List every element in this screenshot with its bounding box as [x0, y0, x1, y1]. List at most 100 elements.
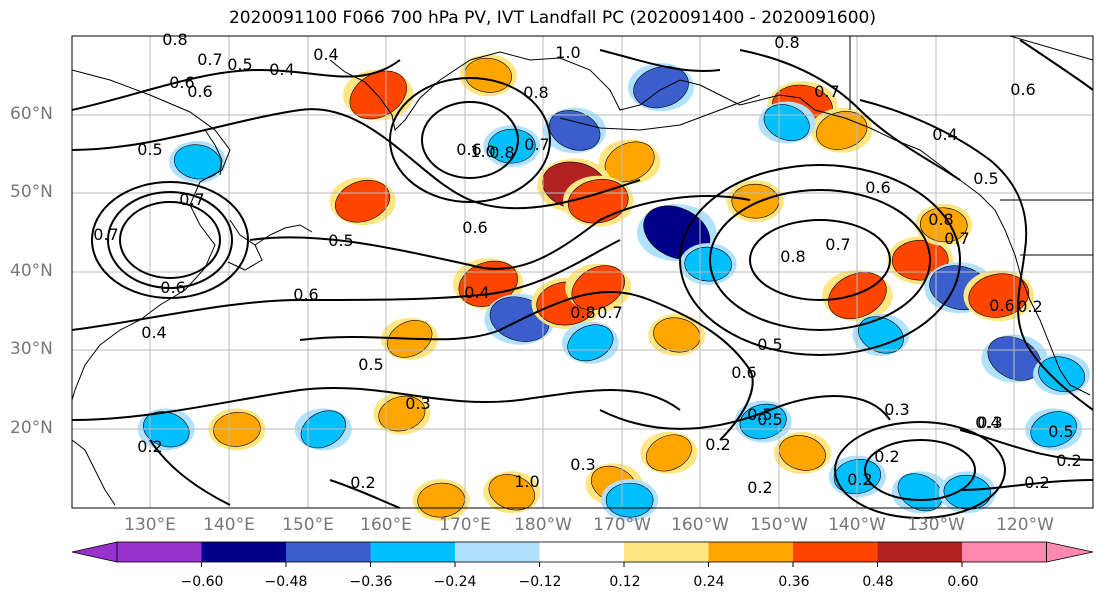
contour-label: 0.6: [456, 140, 481, 159]
contour-label: 0.4: [141, 323, 166, 342]
anomaly-blob: [943, 474, 992, 510]
contour-label: 0.7: [597, 303, 622, 322]
colorbar-segment: [370, 542, 456, 562]
lat-label: 60°N: [10, 104, 53, 124]
contour-label: 0.6: [989, 296, 1014, 315]
contour-label: 0.4: [975, 413, 1000, 432]
lon-label: 120°W: [996, 515, 1054, 535]
anomaly-blob: [548, 110, 601, 151]
contour-label: 0.5: [1048, 422, 1073, 441]
contour-label: 0.6: [160, 278, 185, 297]
lat-label: 40°N: [10, 261, 53, 281]
contour-label: 0.6: [293, 285, 318, 304]
colorbar: [71, 541, 1094, 567]
contour-label: 0.7: [179, 190, 204, 209]
anomaly-blob: [378, 395, 426, 432]
contour-label: 0.2: [747, 478, 772, 497]
contour-label: 0.7: [814, 82, 839, 101]
contour-label: 0.4: [269, 60, 294, 79]
colorbar-segment: [624, 542, 709, 562]
anomaly-blob: [920, 207, 968, 243]
contour-label: 0.2: [350, 473, 375, 492]
anomaly-blob: [633, 66, 689, 109]
contour-label: 0.2: [1024, 473, 1049, 492]
colorbar-segment: [539, 542, 625, 562]
contour-label: 0.2: [1056, 451, 1081, 470]
contour-labels: 0.80.70.60.5 0.40.60.50.71.00.80.70.61.00…: [93, 30, 1081, 497]
colorbar-extend-max: [1046, 541, 1094, 563]
colorbar-tick: 0.12: [609, 574, 641, 590]
colorbar-segment: [201, 542, 287, 562]
contour-label: 0.3: [884, 400, 909, 419]
lon-label: 160°W: [671, 515, 729, 535]
contour-label: 0.8: [523, 83, 548, 102]
lon-label: 170°W: [593, 515, 651, 535]
contour-label: 0.2: [847, 470, 872, 489]
colorbar-tick: 0.24: [693, 574, 725, 590]
anomaly-blob: [349, 70, 407, 120]
colorbar-tick: 0.48: [862, 574, 894, 590]
colorbar-tick: 0.60: [947, 574, 979, 590]
contour-label: 0.3: [570, 455, 595, 474]
anomaly-blob: [1038, 356, 1086, 393]
lon-label: 170°E: [439, 515, 491, 535]
contour-label: 0.7: [197, 50, 222, 69]
anomaly-blob: [335, 179, 391, 223]
contour-label: 0.8: [489, 143, 514, 162]
contour-label: 0.6: [731, 363, 756, 382]
contour-label: 0.8: [570, 303, 595, 322]
lon-label: 130°E: [124, 515, 176, 535]
colorbar-tick: −0.48: [264, 574, 308, 590]
colorbar-segment: [793, 542, 878, 562]
contour-label: 0.5: [747, 405, 772, 424]
contour-label: 0.2: [705, 435, 730, 454]
lat-label: 20°N: [10, 418, 53, 438]
lon-label: 160°E: [360, 515, 412, 535]
colorbar-segment: [877, 542, 963, 562]
lon-label: 130°W: [907, 515, 965, 535]
contour-label: 1.0: [555, 43, 580, 62]
contour-label: 0.8: [780, 247, 805, 266]
anomaly-blob: [897, 473, 943, 512]
pv-contours: [71, 39, 1094, 519]
contour-label: 0.5: [973, 169, 998, 188]
anomaly-blob: [488, 128, 536, 164]
contour-label: 0.7: [825, 235, 850, 254]
contour-label: 0.3: [977, 413, 1002, 432]
contour-label: 0.3: [405, 394, 430, 413]
contour-label: 0.2: [137, 437, 162, 456]
contour-label: 0.4: [464, 283, 489, 302]
anomaly-blob: [571, 265, 625, 311]
colorbar-extend-min: [71, 541, 118, 563]
anomaly-blob: [567, 179, 629, 224]
contour-label: 0.2: [874, 447, 899, 466]
anomaly-blob: [778, 435, 826, 471]
contour-label: 0.6: [187, 82, 212, 101]
lon-label: 150°W: [750, 515, 808, 535]
contour-label: 0.6: [462, 218, 487, 237]
contour-label: 1.0: [514, 472, 539, 491]
contour-label: 0.7: [944, 229, 969, 248]
contour-label: 0.6: [1010, 80, 1035, 99]
anomaly-blob: [684, 246, 732, 282]
lon-label: 140°E: [203, 515, 255, 535]
colorbar-tick: −0.36: [349, 574, 393, 590]
contour-label: 0.2: [1017, 297, 1042, 316]
colorbar-tick: −0.60: [180, 574, 224, 590]
map-frame: [71, 35, 1094, 509]
contour-label: 0.5: [358, 355, 383, 374]
contour-label: 0.8: [774, 33, 799, 52]
contour-label: 0.4: [932, 125, 957, 144]
contour-label: 0.5: [757, 335, 782, 354]
colorbar-segment: [117, 542, 202, 562]
colorbar-segment: [286, 542, 371, 562]
contour-label: 0.5: [227, 55, 252, 74]
colorbar-tick: 0.36: [778, 574, 810, 590]
graticule: [72, 36, 1093, 508]
map-title: 2020091100 F066 700 hPa PV, IVT Landfall…: [228, 8, 876, 28]
colorbar-segment: [962, 542, 1047, 562]
anomaly-blob: [567, 324, 614, 362]
colorbar-segment: [455, 542, 540, 562]
contour-label: 0.8: [162, 30, 187, 49]
